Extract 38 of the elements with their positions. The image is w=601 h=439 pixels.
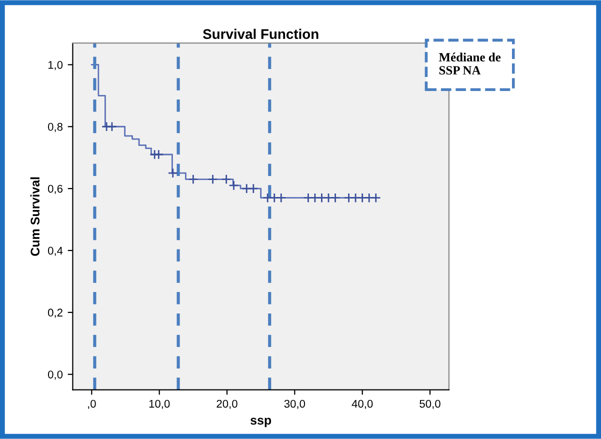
y-tick-label: 0,2 — [48, 308, 62, 318]
x-tick-label: 20,0 — [216, 400, 238, 410]
x-tick-label: 40,0 — [352, 400, 373, 410]
point — [242, 183, 252, 194]
x-tick-label: 10,0 — [149, 400, 170, 410]
chart-title: Survival Function — [202, 28, 318, 39]
point — [262, 192, 273, 203]
point — [364, 192, 374, 203]
y-tick-label: 1,0 — [48, 60, 63, 70]
y-tick-label: 0,8 — [48, 122, 63, 132]
y-tick-label: 0,0 — [48, 370, 63, 380]
point — [357, 192, 368, 203]
annotation: Médiane de SSP NA — [438, 52, 501, 75]
x-tick-label: 30,0 — [284, 400, 306, 410]
point — [188, 174, 198, 184]
point — [350, 192, 361, 203]
x-tick-label: 50,0 — [420, 400, 440, 410]
x-axis-title: ssp — [250, 418, 272, 428]
point — [269, 192, 280, 203]
point — [370, 192, 381, 203]
point — [154, 149, 164, 160]
point — [221, 174, 232, 184]
y-tick-label: 0,4 — [48, 246, 63, 256]
point — [303, 192, 314, 203]
point — [228, 180, 239, 191]
point — [106, 122, 118, 132]
point — [316, 192, 327, 203]
point — [208, 174, 218, 184]
point — [168, 168, 178, 178]
point — [310, 192, 320, 203]
x-tick-label: ,0 — [88, 400, 96, 410]
point — [248, 183, 258, 194]
point — [330, 192, 340, 203]
point — [344, 192, 354, 203]
y-axis-title: Cum Survival — [30, 177, 40, 256]
point — [276, 192, 286, 203]
y-tick-label: 0,6 — [48, 184, 63, 194]
point — [323, 192, 334, 203]
